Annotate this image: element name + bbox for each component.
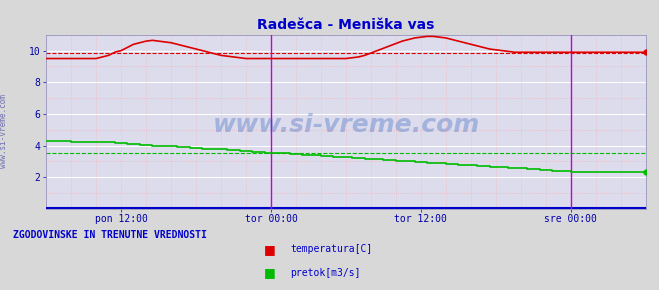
Title: Radešca - Meniška vas: Radešca - Meniška vas xyxy=(257,18,435,32)
Text: temperatura[C]: temperatura[C] xyxy=(290,244,372,254)
Text: www.si-vreme.com: www.si-vreme.com xyxy=(0,93,8,168)
Text: pretok[m3/s]: pretok[m3/s] xyxy=(290,268,360,278)
Text: www.si-vreme.com: www.si-vreme.com xyxy=(212,113,480,137)
Text: ■: ■ xyxy=(264,266,275,279)
Text: ZGODOVINSKE IN TRENUTNE VREDNOSTI: ZGODOVINSKE IN TRENUTNE VREDNOSTI xyxy=(13,230,207,240)
Text: ■: ■ xyxy=(264,243,275,256)
